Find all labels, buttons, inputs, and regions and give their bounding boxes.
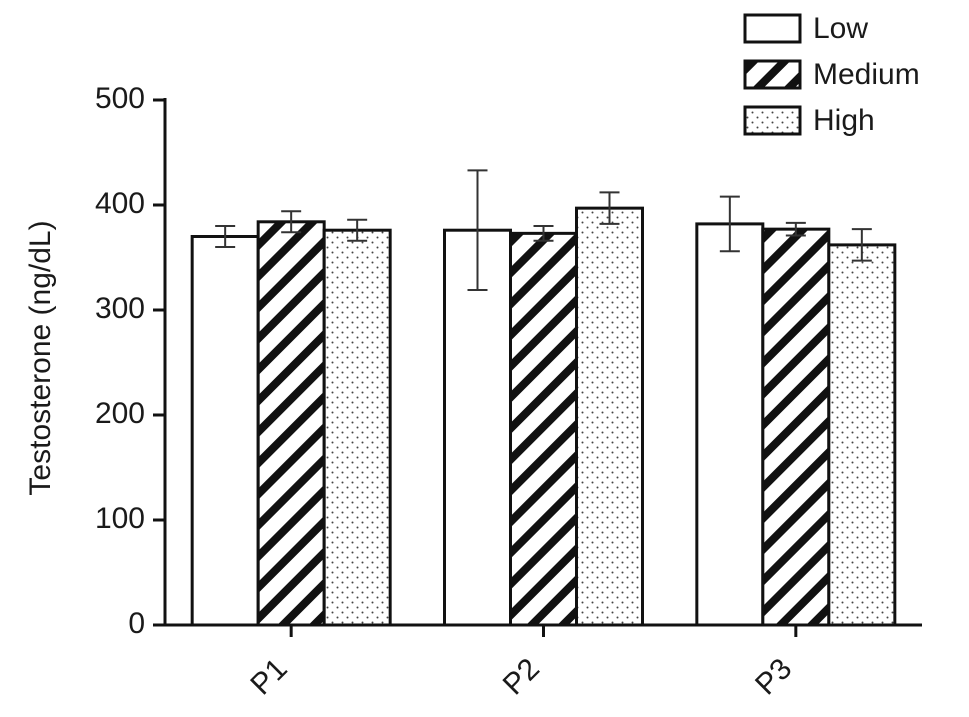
y-tick-label: 400: [95, 187, 145, 220]
x-tick-label: P1: [244, 652, 293, 701]
error-bar: [281, 210, 302, 234]
x-tick-label: P2: [497, 652, 546, 701]
error-bar: [785, 221, 806, 237]
bar: [575, 206, 644, 627]
error-bar: [719, 195, 740, 253]
bar: [827, 243, 897, 627]
bar: [256, 220, 326, 627]
legend-label: Medium: [813, 58, 920, 91]
error-bar: [467, 169, 488, 292]
y-tick-label: 100: [95, 502, 145, 535]
x-tick-label: P3: [749, 652, 798, 701]
error-bar: [215, 225, 236, 248]
legend-label: Low: [813, 12, 868, 45]
legend-swatch: [743, 59, 802, 90]
error-bar: [533, 225, 554, 242]
y-tick-label: 300: [95, 292, 145, 325]
y-axis-title: Testosterone (ng/dL): [24, 220, 57, 495]
y-tick-label: 0: [128, 607, 145, 640]
bar: [190, 235, 260, 627]
bar: [761, 227, 831, 627]
error-bar: [851, 228, 872, 262]
bar: [322, 228, 392, 627]
legend-label: High: [813, 104, 875, 137]
legend-swatch: [743, 13, 802, 44]
error-bar: [347, 218, 368, 242]
legend-swatch: [743, 105, 802, 136]
bar: [695, 222, 765, 627]
y-tick-label: 500: [95, 82, 145, 115]
error-bar: [599, 191, 620, 225]
bar: [509, 231, 578, 627]
y-tick-label: 200: [95, 397, 145, 430]
